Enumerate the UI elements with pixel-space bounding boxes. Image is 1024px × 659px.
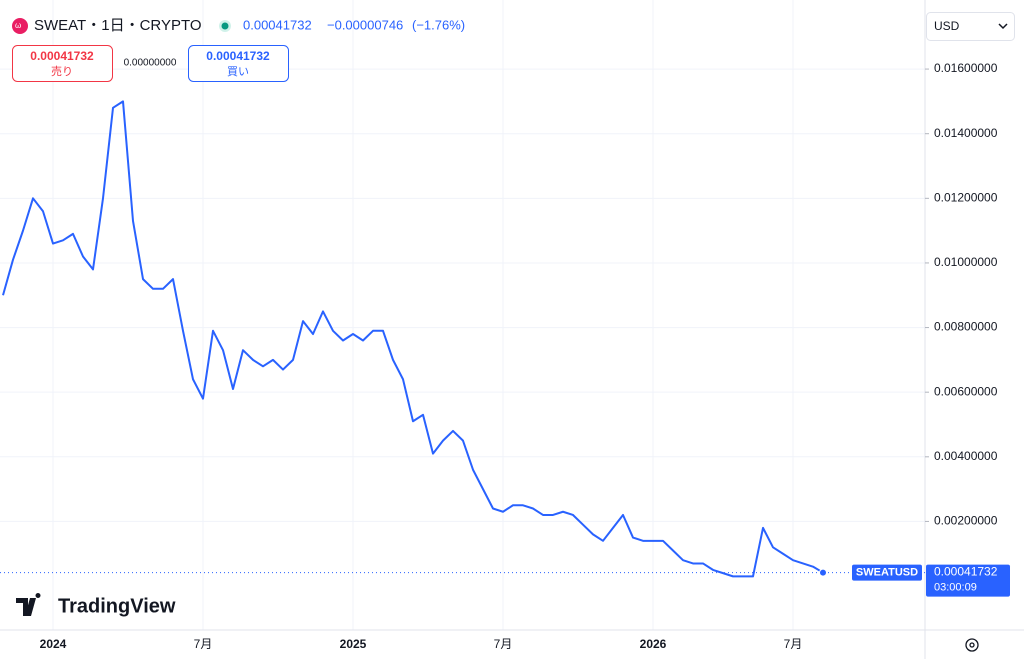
x-tick-label: 7月 bbox=[784, 637, 803, 651]
y-tick-label: 0.00800000 bbox=[934, 320, 998, 334]
sell-price[interactable]: 0.00041732 bbox=[30, 49, 94, 63]
x-tick-label: 2024 bbox=[40, 637, 67, 651]
symbol-title: SWEAT・1日・CRYPTO bbox=[34, 17, 202, 34]
y-tick-label: 0.00200000 bbox=[934, 514, 998, 528]
symbol-tag-label: SWEATUSD bbox=[856, 566, 918, 578]
y-tick-label: 0.00600000 bbox=[934, 384, 998, 398]
buy-price[interactable]: 0.00041732 bbox=[206, 49, 270, 63]
brand-name: TradingView bbox=[58, 595, 176, 617]
x-tick-label: 2025 bbox=[340, 637, 367, 651]
sell-button[interactable] bbox=[12, 45, 113, 82]
settings-icon-center[interactable] bbox=[969, 642, 975, 648]
price-tag bbox=[926, 564, 1010, 597]
countdown: 03:00:09 bbox=[934, 581, 977, 593]
price-change-pct: (−1.76%) bbox=[412, 17, 465, 32]
status-dot bbox=[221, 22, 229, 30]
price-tag-label: 0.00041732 bbox=[934, 565, 998, 579]
settings-icon[interactable] bbox=[965, 638, 979, 652]
currency[interactable]: USD bbox=[934, 19, 960, 33]
spread: 0.00000000 bbox=[124, 58, 177, 69]
grid bbox=[0, 0, 925, 630]
last-point bbox=[819, 568, 827, 577]
price-line bbox=[2, 100, 824, 578]
sell-label[interactable]: 売り bbox=[51, 65, 73, 78]
y-tick-label: 0.01200000 bbox=[934, 190, 998, 204]
x-tick-label: 7月 bbox=[194, 637, 213, 651]
logo-mark: ω bbox=[15, 21, 21, 30]
currency-select[interactable] bbox=[926, 12, 1015, 41]
buy-label[interactable]: 買い bbox=[227, 65, 249, 78]
x-tick-label: 7月 bbox=[494, 637, 513, 651]
dropdown-arrow[interactable] bbox=[998, 23, 1008, 30]
y-tick-label: 0.01600000 bbox=[934, 61, 998, 75]
last-price: 0.00041732 bbox=[243, 17, 312, 32]
y-tick-label: 0.01000000 bbox=[934, 255, 998, 269]
plot bbox=[0, 100, 925, 578]
buy-button[interactable] bbox=[188, 45, 289, 82]
symbol-tag bbox=[852, 564, 922, 581]
brand-logo bbox=[16, 592, 41, 616]
price-change: −0.00000746 bbox=[327, 17, 403, 32]
symbol-logo bbox=[12, 18, 28, 34]
x-tick-label: 2026 bbox=[640, 637, 667, 651]
y-tick-label: 0.01400000 bbox=[934, 126, 998, 140]
y-tick-label: 0.00400000 bbox=[934, 449, 998, 463]
